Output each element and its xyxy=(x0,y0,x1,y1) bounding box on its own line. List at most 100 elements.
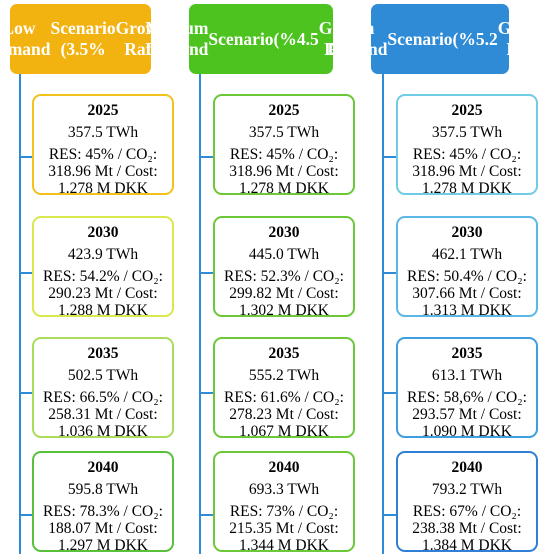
branch-connector xyxy=(383,514,396,516)
metrics-line: 1.036 M DKK xyxy=(58,423,148,440)
metrics-line: RES: 45% / CO₂: xyxy=(412,146,522,163)
scenario-title-line: Scenario (3.5% xyxy=(50,18,116,59)
demand-value: 555.2 TWh xyxy=(248,367,320,384)
scenario-column: High Demand Scenario(%5.2 Growth Rate) 2025… xyxy=(324,0,550,556)
connector-line xyxy=(199,74,201,554)
branch-connector xyxy=(200,272,214,274)
year-label: 2040 xyxy=(87,459,119,476)
metrics-line: 1.278 M DKK xyxy=(58,180,148,197)
branch-connector xyxy=(20,514,33,516)
demand-value: 423.9 TWh xyxy=(67,246,139,263)
metrics-line: 293.57 Mt / Cost: xyxy=(412,406,522,423)
year-label: 2025 xyxy=(87,102,119,119)
metrics-line: RES: 66.5% / CO₂: xyxy=(43,389,163,406)
scenario-title-line: Growth Rate) xyxy=(497,18,550,59)
year-label: 2025 xyxy=(451,102,483,119)
year-label: 2030 xyxy=(451,224,483,241)
metrics-line: 188.07 Mt / Cost: xyxy=(48,520,158,537)
year-box: 2035 613.1 TWh RES: 58,6% / CO₂: 293.57 Mt … xyxy=(396,337,538,440)
year-box: 2040 693.3 TWh RES: 73% / CO₂: 215.35 Mt / … xyxy=(213,451,355,554)
branch-connector xyxy=(200,514,214,516)
metrics-line: 1.278 M DKK xyxy=(422,180,512,197)
scenario-header: Medium Demand Scenario(%4.5 Growth Rate) xyxy=(145,4,377,74)
demand-value: 793.2 TWh xyxy=(431,481,503,498)
scenario-title-line: Low Demand xyxy=(0,18,51,59)
year-box: 2035 555.2 TWh RES: 61.6% / CO₂: 278.23 Mt … xyxy=(213,337,355,440)
metrics-line: RES: 58,6% / CO₂: xyxy=(407,389,527,406)
year-label: 2030 xyxy=(268,224,300,241)
metrics-line: 278.23 Mt / Cost: xyxy=(229,406,339,423)
metrics-line: RES: 45% / CO₂: xyxy=(48,146,158,163)
demand-value: 445.0 TWh xyxy=(248,246,320,263)
metrics-line: RES: 54.2% / CO₂: xyxy=(43,268,163,285)
year-box: 2030 462.1 TWh RES: 50.4% / CO₂: 307.66 Mt … xyxy=(396,216,538,319)
year-box: 2040 595.8 TWh RES: 78.3% / CO₂: 188.07 Mt … xyxy=(32,451,174,554)
metrics-line: RES: 50.4% / CO₂: xyxy=(407,268,527,285)
demand-value: 502.5 TWh xyxy=(67,367,139,384)
metrics-line: RES: 52.3% / CO₂: xyxy=(224,268,344,285)
year-label: 2040 xyxy=(451,459,483,476)
metrics-line: RES: 45% / CO₂: xyxy=(229,146,339,163)
metrics-line: 299.82 Mt / Cost: xyxy=(229,285,339,302)
demand-value: 613.1 TWh xyxy=(431,367,503,384)
metrics-line: 290.23 Mt / Cost: xyxy=(48,285,158,302)
demand-value: 357.5 TWh xyxy=(248,124,320,141)
metrics-line: 1.067 M DKK xyxy=(239,423,329,440)
branch-connector xyxy=(20,392,33,394)
metrics-line: 1.302 M DKK xyxy=(239,302,329,319)
demand-value: 595.8 TWh xyxy=(67,481,139,498)
year-label: 2035 xyxy=(87,345,119,362)
connector-line xyxy=(382,74,384,554)
metrics-line: 318.96 Mt / Cost: xyxy=(229,163,339,180)
metrics-line: 1.313 M DKK xyxy=(422,302,512,319)
scenario-title-line: Growth Rate) xyxy=(318,18,377,59)
year-label: 2040 xyxy=(268,459,300,476)
metrics-line: 1.278 M DKK xyxy=(239,180,329,197)
metrics-line: RES: 73% / CO₂: xyxy=(229,503,339,520)
demand-value: 357.5 TWh xyxy=(67,124,139,141)
year-label: 2035 xyxy=(451,345,483,362)
metrics-line: 1.297 M DKK xyxy=(58,537,148,554)
year-box: 2030 445.0 TWh RES: 52.3% / CO₂: 299.82 Mt … xyxy=(213,216,355,319)
connector-line xyxy=(19,74,21,554)
year-box: 2025 357.5 TWh RES: 45% / CO₂: 318.96 Mt / … xyxy=(213,94,355,197)
year-box: 2025 357.5 TWh RES: 45% / CO₂: 318.96 Mt / … xyxy=(396,94,538,197)
metrics-line: RES: 67% / CO₂: xyxy=(412,503,522,520)
year-label: 2030 xyxy=(87,224,119,241)
metrics-line: 258.31 Mt / Cost: xyxy=(48,406,158,423)
metrics-line: 1.344 M DKK xyxy=(239,537,329,554)
year-label: 2035 xyxy=(268,345,300,362)
metrics-line: 1.288 M DKK xyxy=(58,302,148,319)
demand-value: 693.3 TWh xyxy=(248,481,320,498)
year-label: 2025 xyxy=(268,102,300,119)
branch-connector xyxy=(20,272,33,274)
metrics-line: 307.66 Mt / Cost: xyxy=(412,285,522,302)
scenario-title-line: Medium Demand xyxy=(145,18,209,59)
branch-connector xyxy=(200,392,214,394)
year-box: 2040 793.2 TWh RES: 67% / CO₂: 238.38 Mt / … xyxy=(396,451,538,554)
branch-connector xyxy=(200,156,214,158)
branch-connector xyxy=(20,156,33,158)
metrics-line: 215.35 Mt / Cost: xyxy=(229,520,339,537)
year-box: 2035 502.5 TWh RES: 66.5% / CO₂: 258.31 Mt … xyxy=(32,337,174,440)
demand-value: 357.5 TWh xyxy=(431,124,503,141)
year-box: 2025 357.5 TWh RES: 45% / CO₂: 318.96 Mt / … xyxy=(32,94,174,197)
metrics-line: 318.96 Mt / Cost: xyxy=(48,163,158,180)
branch-connector xyxy=(383,156,396,158)
scenario-column: Medium Demand Scenario(%4.5 Growth Rate) 20… xyxy=(145,0,377,556)
branch-connector xyxy=(383,392,396,394)
metrics-line: 318.96 Mt / Cost: xyxy=(412,163,522,180)
branch-connector xyxy=(383,272,396,274)
scenario-title-line: Scenario(%5.2 xyxy=(387,28,498,49)
scenario-title-line: High Demand xyxy=(324,18,388,59)
metrics-line: 1.384 M DKK xyxy=(422,537,512,554)
scenario-title-line: Growth Rate) xyxy=(115,18,174,59)
year-box: 2030 423.9 TWh RES: 54.2% / CO₂: 290.23 Mt … xyxy=(32,216,174,319)
scenario-header: High Demand Scenario(%5.2 Growth Rate) xyxy=(324,4,550,74)
metrics-line: RES: 78.3% / CO₂: xyxy=(43,503,163,520)
scenario-title-line: Scenario(%4.5 xyxy=(208,28,319,49)
metrics-line: RES: 61.6% / CO₂: xyxy=(224,389,344,406)
demand-value: 462.1 TWh xyxy=(431,246,503,263)
